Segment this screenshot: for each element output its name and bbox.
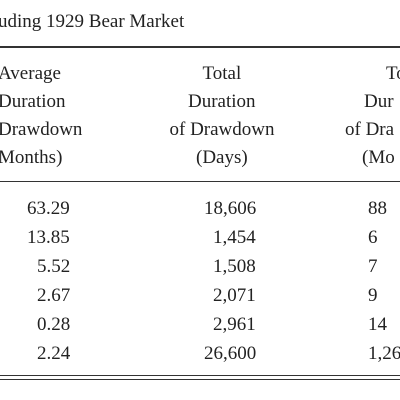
table-cell: 14 — [368, 314, 387, 335]
table-cell: 2,961 — [213, 314, 256, 335]
bottom-rule — [0, 375, 400, 376]
header-cell: of Dra — [345, 119, 395, 140]
header-cell: (Days) — [196, 147, 248, 168]
header-cell: To — [386, 63, 400, 84]
table-cell: 7 — [368, 256, 378, 277]
header-cell: Duration — [188, 91, 256, 112]
table-cell: 9 — [368, 285, 378, 306]
header-cell: (Mo — [362, 147, 395, 168]
table-cell: 88 — [368, 198, 387, 219]
header-cell: Dur — [364, 91, 394, 112]
table-cell: 2.67 — [37, 285, 71, 306]
table-cell: 1,26 — [368, 343, 400, 364]
header-cell: Average — [0, 63, 61, 84]
table-cell: 2.24 — [37, 343, 71, 364]
table-cell: 5.52 — [37, 256, 71, 277]
header-cell: of Drawdown — [169, 119, 275, 140]
table-cell: 1,454 — [213, 227, 256, 248]
header-cell: Duration — [0, 91, 66, 112]
header-rule — [0, 181, 400, 182]
table-cell: 63.29 — [27, 198, 70, 219]
table-cell: 0.28 — [37, 314, 71, 335]
table-cell: 13.85 — [27, 227, 70, 248]
top-rule — [0, 46, 400, 48]
bottom-rule — [0, 379, 400, 380]
table-cell: 2,071 — [213, 285, 256, 306]
table-cell: 1,508 — [213, 256, 256, 277]
header-cell: Total — [202, 63, 242, 84]
header-cell: Drawdown — [0, 119, 83, 140]
table-cell: 6 — [368, 227, 378, 248]
table-cell: 26,600 — [204, 343, 257, 364]
header-cell: Months) — [0, 147, 63, 168]
table-title: uding 1929 Bear Market — [0, 11, 185, 32]
table-cell: 18,606 — [204, 198, 257, 219]
